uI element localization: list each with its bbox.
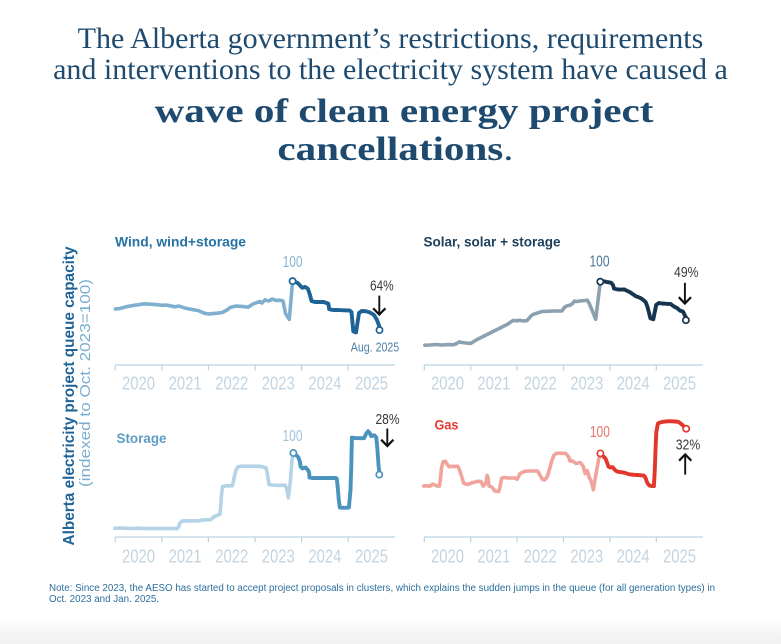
svg-text:Storage: Storage	[117, 430, 167, 446]
svg-text:64%: 64%	[370, 279, 394, 295]
svg-text:2022: 2022	[215, 373, 248, 394]
svg-text:100: 100	[283, 254, 303, 271]
svg-text:2025: 2025	[663, 373, 696, 394]
svg-text:2021: 2021	[477, 373, 510, 394]
svg-text:Gas: Gas	[435, 417, 459, 433]
svg-text:2023: 2023	[570, 373, 603, 394]
svg-text:2020: 2020	[122, 546, 155, 567]
svg-text:2024: 2024	[617, 546, 650, 567]
svg-text:2021: 2021	[169, 373, 202, 394]
svg-text:2024: 2024	[308, 546, 341, 567]
svg-text:2021: 2021	[169, 546, 202, 567]
svg-text:2025: 2025	[355, 546, 388, 567]
svg-text:2024: 2024	[617, 373, 650, 394]
svg-text:2023: 2023	[570, 546, 603, 567]
svg-text:2022: 2022	[215, 546, 248, 567]
svg-text:2021: 2021	[477, 546, 510, 567]
svg-text:Solar, solar + storage: Solar, solar + storage	[424, 234, 561, 250]
svg-text:(indexed to Oct. 2023=100): (indexed to Oct. 2023=100)	[77, 279, 94, 487]
svg-text:2025: 2025	[355, 373, 388, 394]
svg-text:2023: 2023	[262, 373, 295, 394]
svg-text:100: 100	[283, 428, 303, 445]
svg-text:32%: 32%	[676, 437, 701, 453]
svg-text:2025: 2025	[663, 546, 696, 567]
svg-text:28%: 28%	[376, 412, 400, 428]
svg-text:2020: 2020	[431, 373, 464, 394]
svg-text:49%: 49%	[674, 265, 699, 281]
svg-text:100: 100	[590, 254, 610, 271]
svg-text:2020: 2020	[122, 373, 155, 394]
svg-text:2023: 2023	[262, 546, 295, 567]
svg-text:Wind, wind+storage: Wind, wind+storage	[115, 234, 246, 250]
svg-text:2022: 2022	[524, 546, 557, 567]
svg-text:2020: 2020	[431, 546, 464, 567]
svg-text:Alberta electricity project qu: Alberta electricity project queue capaci…	[61, 246, 78, 545]
svg-text:2022: 2022	[524, 373, 557, 394]
svg-text:Aug. 2025: Aug. 2025	[351, 340, 399, 355]
svg-text:100: 100	[590, 424, 610, 441]
svg-text:2024: 2024	[308, 373, 341, 394]
